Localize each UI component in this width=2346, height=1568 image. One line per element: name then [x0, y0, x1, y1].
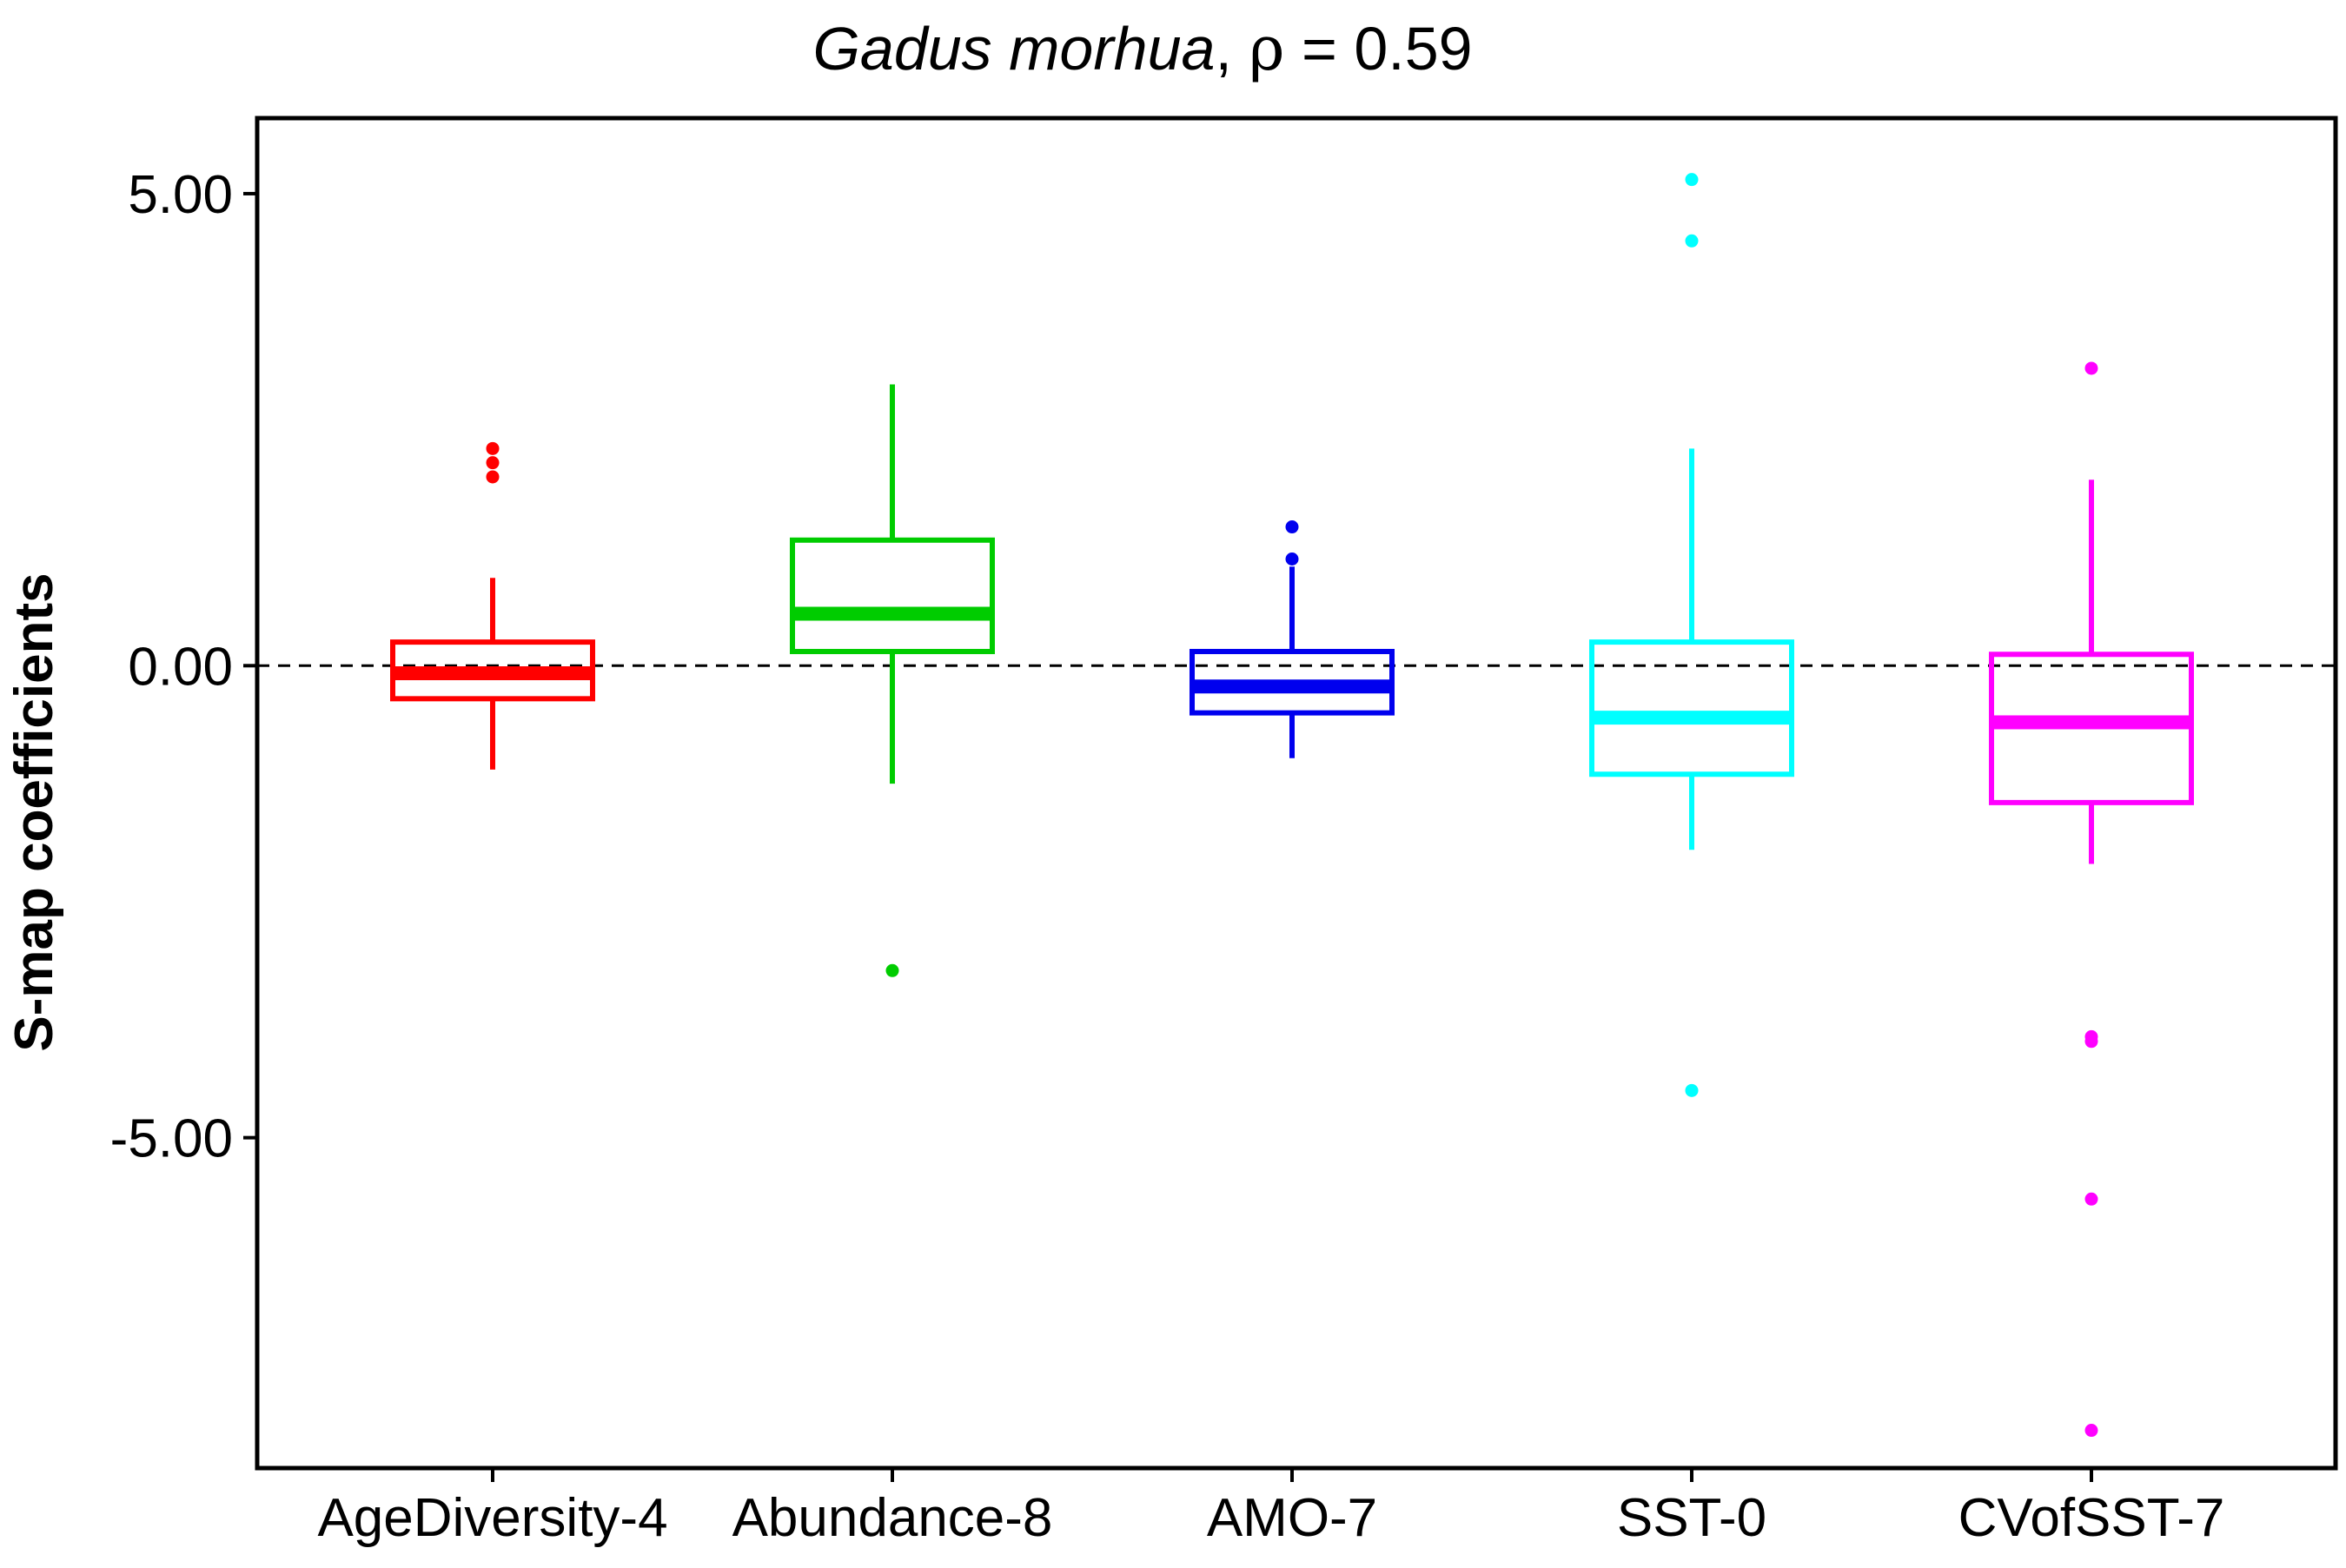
- plot-area: 5.00 0.00 -5.00 AgeDiversity-4 Abundance-8 AM…: [110, 116, 2338, 1548]
- y-tick-label: -5.00: [110, 1109, 233, 1169]
- outlier-point-sst-0: [1685, 1083, 1699, 1097]
- title-rho-value: = 0.59: [1285, 15, 1473, 83]
- outlier-point-agediversity-4: [486, 456, 500, 470]
- outlier-point-cvofsst-7: [2084, 1035, 2098, 1049]
- x-tick-label: CVofSST-7: [1958, 1488, 2225, 1548]
- outlier-point-amo-7: [1285, 552, 1299, 566]
- chart-title: Gadus morhua, ρ = 0.59: [812, 13, 1472, 84]
- y-axis-label: S-map coefficients: [4, 572, 64, 1051]
- y-tick-label: 5.00: [128, 165, 233, 225]
- title-species: Gadus morhua: [812, 15, 1215, 83]
- box-abundance-8: [790, 537, 995, 654]
- x-tick-label: AgeDiversity-4: [317, 1488, 667, 1548]
- x-tick-label: AMO-7: [1207, 1488, 1377, 1548]
- outlier-point-cvofsst-7: [2084, 1192, 2098, 1206]
- outlier-point-cvofsst-7: [2084, 1424, 2098, 1438]
- x-tick-label: SST-0: [1617, 1488, 1766, 1548]
- outlier-point-abundance-8: [885, 963, 899, 977]
- outlier-point-amo-7: [1285, 520, 1299, 534]
- y-tick-label: 0.00: [128, 637, 233, 697]
- title-separator: ,: [1215, 15, 1249, 83]
- outlier-point-cvofsst-7: [2084, 361, 2098, 375]
- outlier-point-agediversity-4: [486, 441, 500, 455]
- x-tick-label: Abundance-8: [732, 1488, 1053, 1548]
- box-sst-0: [1589, 639, 1794, 777]
- outlier-point-sst-0: [1685, 173, 1699, 187]
- outlier-point-sst-0: [1685, 234, 1699, 248]
- plot-frame: [255, 116, 2338, 1471]
- outlier-point-agediversity-4: [486, 470, 500, 484]
- title-rho-symbol: ρ: [1249, 13, 1284, 84]
